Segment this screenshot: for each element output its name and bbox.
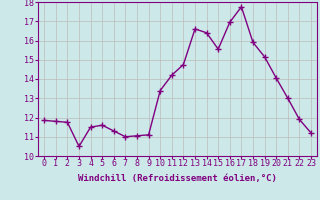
X-axis label: Windchill (Refroidissement éolien,°C): Windchill (Refroidissement éolien,°C) bbox=[78, 174, 277, 183]
